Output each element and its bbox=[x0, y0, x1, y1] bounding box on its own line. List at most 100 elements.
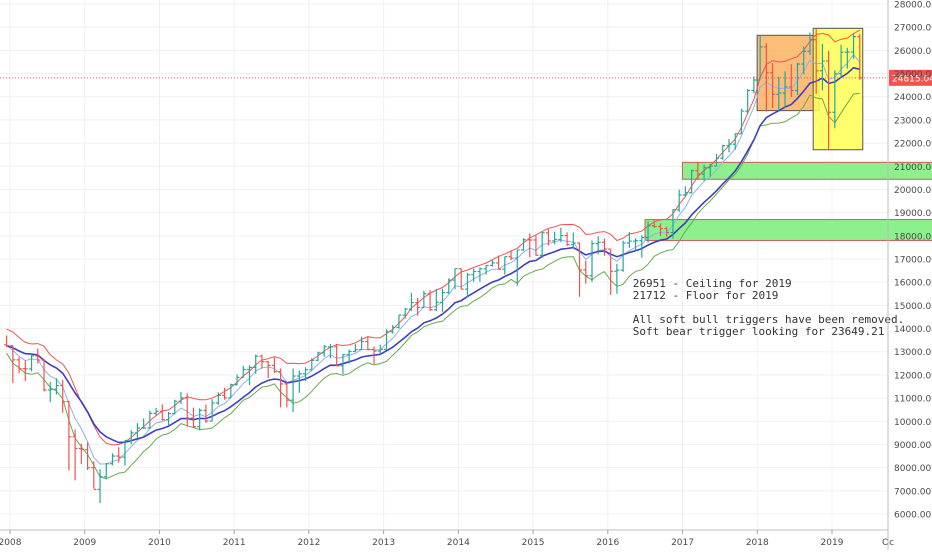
annotation-line: Soft bear trigger looking for 23649.21 bbox=[633, 325, 885, 338]
ohlc-bar bbox=[838, 44, 844, 77]
ohlc-bar bbox=[514, 249, 520, 286]
y-tick-label: 25000.00 bbox=[894, 70, 932, 80]
y-tick-label: 8000.00 bbox=[894, 464, 931, 474]
zone-yellow bbox=[812, 27, 864, 151]
ohlc-bar bbox=[577, 242, 583, 297]
ohlc-bar bbox=[452, 268, 458, 290]
ohlc-bar bbox=[458, 268, 464, 290]
ohlc-bar bbox=[851, 34, 857, 59]
ohlc-bar bbox=[720, 144, 726, 160]
ohlc-bar bbox=[539, 231, 545, 259]
ohlc-bar bbox=[309, 358, 315, 371]
ohlc-bar bbox=[707, 163, 713, 177]
ohlc-bar bbox=[352, 344, 358, 353]
ohlc-bar bbox=[265, 361, 271, 379]
ohlc-bar bbox=[614, 263, 620, 294]
ohlc-bar bbox=[396, 314, 402, 329]
ohlc-bar bbox=[440, 288, 446, 312]
ohlc-bar bbox=[657, 223, 663, 237]
ohlc-bar bbox=[738, 108, 744, 135]
ohlc-bar bbox=[732, 133, 738, 150]
ohlc-bar bbox=[134, 423, 140, 439]
ohlc-bar bbox=[271, 357, 277, 373]
ohlc-bar bbox=[41, 358, 47, 392]
ohlc-bar bbox=[122, 439, 128, 466]
x-tick-label: 2013 bbox=[372, 538, 395, 548]
ohlc-bar bbox=[10, 345, 16, 384]
ohlc-bar bbox=[303, 367, 309, 382]
ohlc-bar bbox=[589, 240, 595, 282]
ohlc-bar bbox=[53, 378, 59, 395]
ohlc-bar bbox=[390, 325, 396, 334]
ohlc-bar bbox=[726, 138, 732, 153]
y-tick-label: 18000.00 bbox=[894, 232, 932, 242]
ohlc-bar bbox=[284, 381, 290, 408]
ohlc-bar bbox=[496, 255, 502, 270]
ohlc-bar bbox=[633, 238, 639, 252]
ohlc-bar bbox=[197, 408, 203, 431]
current-price-line: 24815.04 bbox=[0, 69, 932, 86]
ohlc-bar bbox=[794, 62, 800, 95]
ohlc-bar bbox=[278, 368, 284, 408]
current-price-label: 24815.04 bbox=[892, 74, 932, 84]
ohlc-bar bbox=[315, 351, 321, 361]
ohlc-bar bbox=[502, 256, 508, 275]
ohlc-bar bbox=[421, 290, 427, 309]
ohlc-bar bbox=[203, 404, 209, 423]
ohlc-bar bbox=[85, 442, 91, 470]
current-price-badge bbox=[889, 69, 932, 86]
ohlc-bar bbox=[365, 336, 371, 351]
ohlc-bar bbox=[770, 63, 776, 109]
ohlc-bar bbox=[464, 272, 470, 298]
ohlc-bar bbox=[253, 354, 259, 374]
ohlc-bar bbox=[788, 64, 794, 97]
x-tick-label: 2012 bbox=[297, 538, 320, 548]
ohlc-bar bbox=[321, 345, 327, 357]
ohlc-bar bbox=[327, 343, 333, 359]
ohlc-bar bbox=[259, 354, 265, 369]
ohlc-bar bbox=[757, 35, 763, 81]
ohlc-bar bbox=[190, 407, 196, 428]
ohlc-bar bbox=[745, 89, 751, 115]
lower-band-line bbox=[6, 92, 860, 480]
x-tick-label: 2011 bbox=[223, 538, 246, 548]
ohlc-bar bbox=[128, 430, 134, 445]
ohlc-bar bbox=[290, 368, 296, 412]
ohlc-bar bbox=[763, 43, 769, 112]
y-tick-label: 20000.00 bbox=[894, 186, 932, 196]
ohlc-bar bbox=[47, 381, 53, 403]
ohlc-bar bbox=[776, 76, 782, 113]
zone-green bbox=[681, 161, 932, 180]
ohlc-bar bbox=[471, 268, 477, 282]
y-tick-label: 19000.00 bbox=[894, 209, 932, 219]
ohlc-bar bbox=[166, 412, 172, 425]
ohlc-bar bbox=[383, 329, 389, 351]
ohlc-bar bbox=[558, 227, 564, 243]
ohlc-bar bbox=[483, 264, 489, 275]
ohlc-bar bbox=[620, 240, 626, 272]
ohlc-bar bbox=[682, 186, 688, 197]
ohlc-bar bbox=[601, 238, 607, 256]
ohlc-bar bbox=[359, 336, 365, 351]
y-tick-label: 24000.00 bbox=[894, 93, 932, 103]
y-tick-label: 6000.00 bbox=[894, 511, 931, 521]
ohlc-bar bbox=[35, 348, 41, 364]
y-tick-label: 11000.00 bbox=[894, 395, 932, 405]
y-tick-label: 13000.00 bbox=[894, 348, 932, 358]
y-tick-label: 10000.00 bbox=[894, 418, 932, 428]
ohlc-bar bbox=[402, 307, 408, 319]
ohlc-bar bbox=[552, 231, 558, 245]
ohlc-bar bbox=[520, 238, 526, 251]
y-tick-label: 7000.00 bbox=[894, 487, 931, 497]
ohlc-bar bbox=[72, 429, 78, 481]
ohlc-bar bbox=[184, 393, 190, 427]
y-tick-label: 16000.00 bbox=[894, 279, 932, 289]
x-tick-label: 2009 bbox=[73, 538, 96, 548]
y-tick-label: 12000.00 bbox=[894, 371, 932, 381]
ohlc-bar bbox=[807, 32, 813, 55]
price-bars bbox=[4, 28, 863, 504]
ohlc-bar bbox=[159, 404, 165, 421]
